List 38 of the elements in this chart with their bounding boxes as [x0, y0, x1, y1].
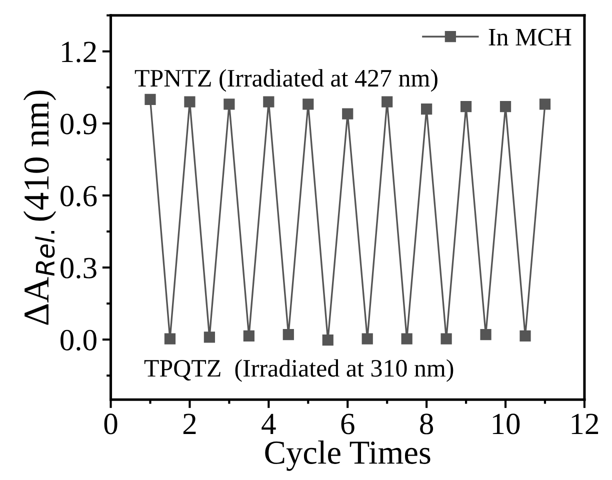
- point: [144, 94, 156, 105]
- y-tick-label: 0.3: [60, 258, 96, 279]
- annotation: TPQTZ (Irradiated at 310 nm): [144, 359, 454, 382]
- y-tick-label: 0.6: [60, 186, 97, 207]
- point: [204, 332, 216, 343]
- point: [302, 98, 314, 110]
- point: [382, 96, 393, 108]
- point: [164, 333, 176, 344]
- y-tick-label: 1.2: [62, 42, 96, 62]
- x-tick-label: 2: [183, 414, 196, 434]
- point: [282, 328, 294, 340]
- point: [322, 334, 334, 346]
- point: [500, 101, 512, 112]
- point: [460, 101, 472, 112]
- x-tick-label: 0: [104, 414, 118, 434]
- x-tick-label: 8: [420, 414, 434, 434]
- point: [539, 98, 551, 110]
- legend-label: In MCH: [488, 28, 572, 46]
- point: [440, 333, 452, 344]
- point: [342, 108, 354, 120]
- point: [480, 328, 492, 340]
- point: [184, 96, 196, 108]
- point: [401, 333, 412, 344]
- point: [263, 96, 274, 108]
- x-tick-label: 6: [341, 414, 354, 434]
- point: [520, 330, 531, 342]
- x-tick-label: 10: [492, 414, 520, 434]
- point: [224, 98, 235, 110]
- annotation: TPNTZ (Irradiated at 427 nm): [134, 69, 438, 92]
- x-axis-title: Cycle Times: [265, 440, 430, 471]
- x-tick-label: 12: [572, 414, 598, 434]
- y-axis-title: ΔA$_{Rel.}$(410 nm): [23, 90, 56, 325]
- point: [243, 330, 254, 342]
- x-tick-label: 4: [262, 414, 276, 434]
- point: [362, 333, 373, 344]
- y-tick-label: 0.9: [60, 114, 96, 134]
- point: [421, 103, 432, 115]
- y-tick-label: 0.0: [60, 330, 96, 351]
